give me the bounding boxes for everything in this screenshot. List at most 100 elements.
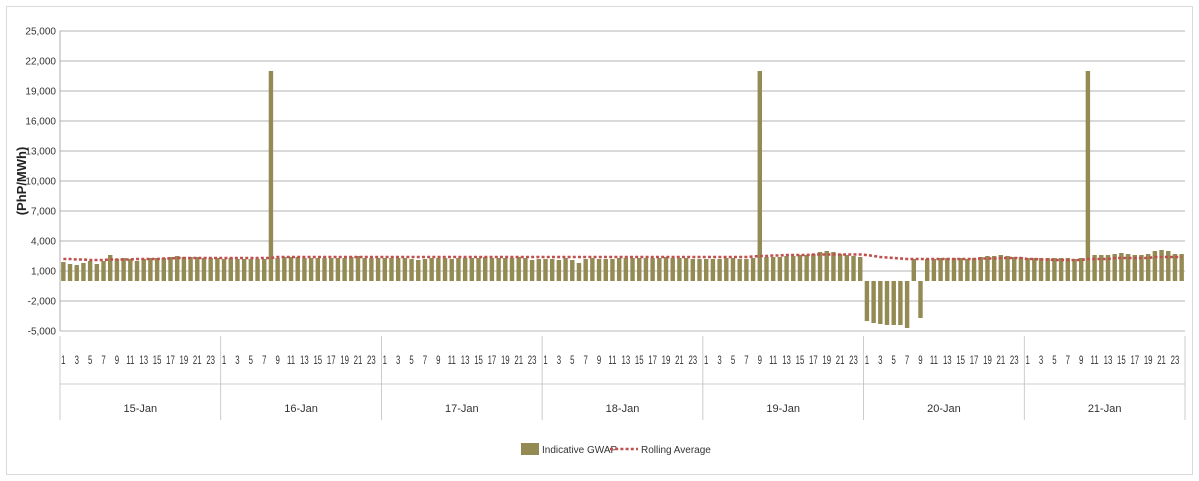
gwap-bar <box>610 259 615 281</box>
gwap-bar <box>282 257 287 281</box>
gwap-bar <box>268 71 274 281</box>
legend: Indicative GWAP Rolling Average <box>521 443 711 456</box>
x-hour-label: 13 <box>782 355 791 368</box>
gwap-bar <box>208 258 213 281</box>
gwap-bar <box>777 257 783 281</box>
gwap-bar <box>878 281 883 324</box>
x-hour-label: 15 <box>956 355 965 368</box>
x-hour-label: 11 <box>448 355 456 368</box>
y-tick-label: 13,000 <box>25 147 56 158</box>
gwap-bar <box>1079 258 1084 281</box>
x-hour-label: 5 <box>1052 355 1057 368</box>
chart-frame <box>6 6 1193 475</box>
gwap-bar <box>690 259 696 281</box>
x-hour-label: 19 <box>822 355 831 368</box>
gwap-bar <box>590 258 595 281</box>
gwap-bar <box>483 257 488 281</box>
gwap-bar <box>844 255 850 281</box>
x-hour-label: 17 <box>166 355 175 368</box>
gwap-bar <box>764 257 769 281</box>
gwap-bar <box>824 251 829 281</box>
rolling-average-line <box>63 253 1182 262</box>
gwap-bar <box>697 259 702 281</box>
x-hour-label: 17 <box>327 355 336 368</box>
gwap-bar <box>797 255 803 281</box>
gwap-bar <box>503 258 508 281</box>
gwap-bar <box>476 258 481 281</box>
x-day-label: 17-Jan <box>445 403 479 415</box>
x-hour-label: 5 <box>409 355 414 368</box>
x-hour-label: 23 <box>206 355 215 368</box>
gwap-bar <box>469 258 475 281</box>
x-hour-label: 7 <box>423 355 428 368</box>
gwap-bars <box>61 71 1184 328</box>
gwap-bar <box>141 259 146 281</box>
gwap-bar <box>891 281 896 325</box>
gwap-bar <box>509 258 515 281</box>
gwap-bar <box>603 259 608 281</box>
x-hour-label: 3 <box>1039 355 1044 368</box>
x-hour-label: 11 <box>126 355 134 368</box>
x-hour-label: 5 <box>731 355 736 368</box>
x-hour-label: 7 <box>905 355 910 368</box>
y-tick-label: 19,000 <box>25 87 56 98</box>
y-tick-label: 16,000 <box>25 117 56 128</box>
gwap-bar <box>228 258 233 281</box>
x-hour-label: 13 <box>622 355 631 368</box>
gwap-bar <box>516 257 521 281</box>
gwap-bar <box>315 258 321 281</box>
x-hour-label: 11 <box>287 355 295 368</box>
gwap-bar <box>1072 259 1077 281</box>
gwap-bar <box>322 258 327 281</box>
x-hour-label: 21 <box>193 355 202 368</box>
gwap-bar <box>791 256 796 281</box>
gwap-bar <box>670 258 675 281</box>
gwap-bar <box>1025 258 1030 281</box>
gwap-bar <box>898 281 903 325</box>
y-axis-ticks: 25,000 22,000 19,000 16,000 13,000 10,000 7,00… <box>25 27 56 338</box>
gwap-bar <box>375 258 381 281</box>
gwap-bar <box>429 258 434 281</box>
gwap-bar <box>1005 256 1010 281</box>
x-hour-label: 21 <box>1157 355 1166 368</box>
gwap-bar <box>81 263 86 281</box>
x-hour-label: 9 <box>758 355 763 368</box>
x-hour-label: 7 <box>101 355 106 368</box>
y-tick-label: 4,000 <box>31 237 56 248</box>
gwap-bar <box>1032 258 1037 281</box>
gwap-bar <box>858 257 863 281</box>
x-day-label: 20-Jan <box>927 403 961 415</box>
gwap-bar <box>67 264 73 281</box>
gwap-bar <box>576 263 582 281</box>
gwap-bar <box>442 258 448 281</box>
x-hour-label: 1 <box>222 355 227 368</box>
y-tick-label: 22,000 <box>25 57 56 68</box>
gwap-bar <box>871 281 876 323</box>
gwap-bar <box>757 71 762 281</box>
gwap-bar <box>1052 258 1057 281</box>
gwap-bar <box>329 258 334 281</box>
gwap-bar <box>335 258 341 281</box>
gwap-bar <box>389 258 394 281</box>
legend-swatch-gwap <box>521 443 539 455</box>
gwap-bar <box>362 258 367 281</box>
gwap-bar <box>395 258 401 281</box>
x-hour-label: 5 <box>570 355 575 368</box>
x-hour-label: 9 <box>275 355 280 368</box>
gwap-bar <box>1085 71 1091 281</box>
gwap-bar <box>308 258 314 281</box>
gwap-bar <box>924 259 930 281</box>
x-hour-label: 1 <box>865 355 870 368</box>
x-hour-label: 19 <box>340 355 349 368</box>
gwap-bar <box>181 257 187 281</box>
x-hour-label: 23 <box>1010 355 1019 368</box>
gwap-bar <box>1012 257 1017 281</box>
gwap-bar <box>436 258 441 281</box>
gwap-bar <box>87 261 93 281</box>
gwap-bar <box>570 260 575 281</box>
x-hour-label: 15 <box>1117 355 1126 368</box>
x-hour-label: 7 <box>262 355 267 368</box>
x-hour-label: 17 <box>648 355 657 368</box>
gwap-bar <box>288 257 294 281</box>
rolling-average-series <box>63 253 1182 262</box>
